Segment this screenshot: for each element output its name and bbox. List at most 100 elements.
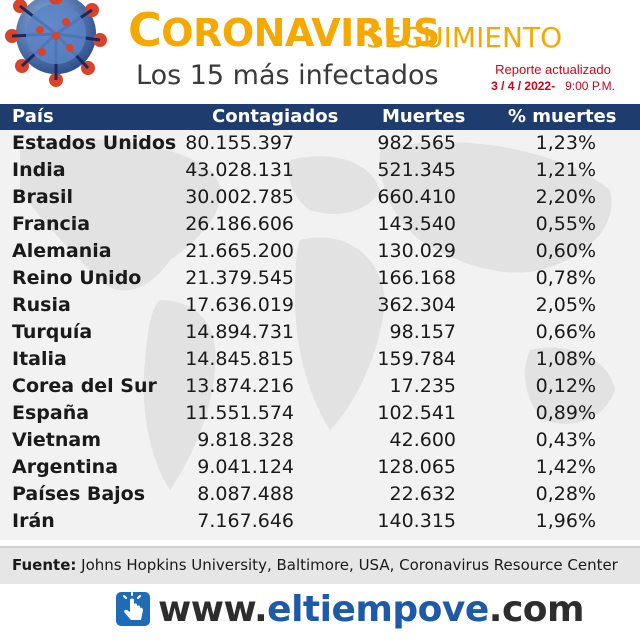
pct-cell: 1,08% xyxy=(535,348,596,370)
deaths-cell: 22.632 xyxy=(389,483,456,505)
cases-cell: 13.874.216 xyxy=(185,375,294,397)
country-cell: Turquía xyxy=(12,321,93,343)
country-cell: Vietnam xyxy=(12,429,101,451)
site-domain: eltiempove xyxy=(267,589,489,630)
header: CORONAVIRUS SEGUIMIENTO Los 15 más infec… xyxy=(0,0,640,104)
table-row: India 43.028.131 521.345 1,21% xyxy=(0,157,640,184)
country-cell: Estados Unidos xyxy=(12,132,177,154)
country-cell: Brasil xyxy=(12,186,74,208)
pct-cell: 0,55% xyxy=(535,213,596,235)
table-row: Rusia 17.636.019 362.304 2,05% xyxy=(0,292,640,319)
cases-cell: 11.551.574 xyxy=(185,402,294,424)
table-body: Estados Unidos 80.155.397 982.565 1,23% … xyxy=(0,130,640,540)
source-text: Fuente: Johns Hopkins University, Baltim… xyxy=(12,556,618,574)
table-row: Alemania 21.665.200 130.029 0,60% xyxy=(0,238,640,265)
cases-cell: 21.665.200 xyxy=(185,240,294,262)
click-hand-icon[interactable] xyxy=(116,592,150,626)
source-value: Johns Hopkins University, Baltimore, USA… xyxy=(81,556,618,574)
deaths-cell: 130.029 xyxy=(377,240,456,262)
table-row: Estados Unidos 80.155.397 982.565 1,23% xyxy=(0,130,640,157)
table-row: España 11.551.574 102.541 0,89% xyxy=(0,400,640,427)
deaths-cell: 982.565 xyxy=(377,132,456,154)
table-row: Reino Unido 21.379.545 166.168 0,78% xyxy=(0,265,640,292)
report-label: Reporte actualizado xyxy=(495,62,611,77)
cases-cell: 9.041.124 xyxy=(197,456,294,478)
table-row: Argentina 9.041.124 128.065 1,42% xyxy=(0,454,640,481)
country-cell: Argentina xyxy=(12,456,119,478)
pct-cell: 0,66% xyxy=(535,321,596,343)
website-link[interactable]: www.eltiempove.com xyxy=(158,588,585,632)
column-header-cases: Contagiados xyxy=(212,106,339,127)
deaths-cell: 143.540 xyxy=(377,213,456,235)
table-row: Brasil 30.002.785 660.410 2,20% xyxy=(0,184,640,211)
pct-cell: 1,96% xyxy=(535,510,596,532)
report-timestamp: Reporte actualizado 3 / 4 / 2022- 9:00 P… xyxy=(478,62,628,94)
country-cell: Rusia xyxy=(12,294,71,316)
footer xyxy=(0,586,640,640)
country-cell: Italia xyxy=(12,348,67,370)
source-bar: Fuente: Johns Hopkins University, Baltim… xyxy=(0,546,640,584)
table-row: Italia 14.845.815 159.784 1,08% xyxy=(0,346,640,373)
table-row: Irán 7.167.646 140.315 1,96% xyxy=(0,508,640,535)
pct-cell: 0,60% xyxy=(535,240,596,262)
country-cell: Francia xyxy=(12,213,91,235)
deaths-cell: 166.168 xyxy=(377,267,456,289)
pct-cell: 1,21% xyxy=(535,159,596,181)
site-suffix: .com xyxy=(488,589,585,630)
deaths-cell: 128.065 xyxy=(377,456,456,478)
cases-cell: 43.028.131 xyxy=(185,159,294,181)
pct-cell: 2,05% xyxy=(535,294,596,316)
page-subtitle: Los 15 más infectados xyxy=(136,60,439,91)
country-cell: Alemania xyxy=(12,240,112,262)
cases-cell: 26.186.606 xyxy=(185,213,294,235)
country-cell: Reino Unido xyxy=(12,267,142,289)
country-cell: Países Bajos xyxy=(12,483,146,505)
country-cell: España xyxy=(12,402,90,424)
cases-cell: 80.155.397 xyxy=(185,132,294,154)
deaths-cell: 98.157 xyxy=(389,321,456,343)
pct-cell: 1,42% xyxy=(535,456,596,478)
cases-cell: 9.818.328 xyxy=(197,429,294,451)
pct-cell: 2,20% xyxy=(535,186,596,208)
country-cell: India xyxy=(12,159,66,181)
cases-cell: 17.636.019 xyxy=(185,294,294,316)
cases-cell: 8.087.488 xyxy=(197,483,294,505)
source-label: Fuente: xyxy=(12,556,77,574)
deaths-cell: 42.600 xyxy=(389,429,456,451)
coronavirus-icon xyxy=(0,0,128,104)
pct-cell: 0,43% xyxy=(535,429,596,451)
world-map-background xyxy=(20,139,615,490)
deaths-cell: 17.235 xyxy=(389,375,456,397)
pct-cell: 0,12% xyxy=(535,375,596,397)
pct-cell: 1,23% xyxy=(535,132,596,154)
site-prefix: www. xyxy=(158,589,268,630)
cases-cell: 7.167.646 xyxy=(197,510,294,532)
column-header-deaths: Muertes xyxy=(382,106,466,127)
column-header-pct: % muertes xyxy=(508,106,617,127)
table-header: País Contagiados Muertes % muertes xyxy=(0,104,640,130)
country-cell: Irán xyxy=(12,510,55,532)
table-row: Países Bajos 8.087.488 22.632 0,28% xyxy=(0,481,640,508)
table-row: Francia 26.186.606 143.540 0,55% xyxy=(0,211,640,238)
pct-cell: 0,89% xyxy=(535,402,596,424)
deaths-cell: 660.410 xyxy=(377,186,456,208)
page-title-secondary: SEGUIMIENTO xyxy=(366,21,563,54)
cases-cell: 14.845.815 xyxy=(185,348,294,370)
column-header-country: País xyxy=(12,106,54,127)
deaths-cell: 362.304 xyxy=(377,294,456,316)
report-date: 3 / 4 / 2022- xyxy=(491,79,556,93)
page-title: CORONAVIRUS xyxy=(128,3,440,57)
pct-cell: 0,78% xyxy=(535,267,596,289)
deaths-cell: 521.345 xyxy=(377,159,456,181)
deaths-cell: 159.784 xyxy=(377,348,456,370)
cases-cell: 30.002.785 xyxy=(185,186,294,208)
table-row: Turquía 14.894.731 98.157 0,66% xyxy=(0,319,640,346)
table-row: Vietnam 9.818.328 42.600 0,43% xyxy=(0,427,640,454)
deaths-cell: 102.541 xyxy=(377,402,456,424)
pct-cell: 0,28% xyxy=(535,483,596,505)
table-row: Corea del Sur 13.874.216 17.235 0,12% xyxy=(0,373,640,400)
country-cell: Corea del Sur xyxy=(12,375,157,397)
cases-cell: 21.379.545 xyxy=(185,267,294,289)
report-time: 9:00 P.M. xyxy=(565,79,615,93)
cases-cell: 14.894.731 xyxy=(185,321,294,343)
